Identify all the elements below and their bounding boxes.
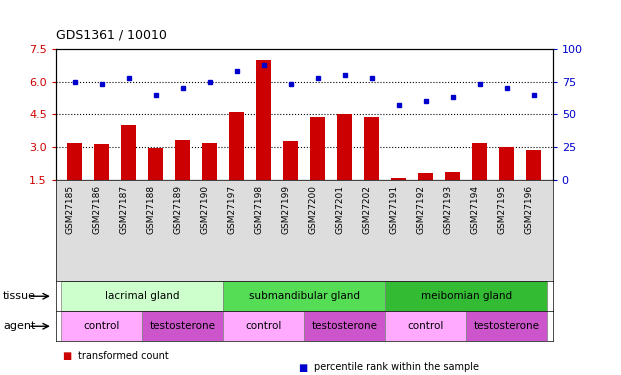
Text: control: control bbox=[407, 321, 444, 331]
Bar bbox=[445, 172, 460, 180]
Text: GSM27185: GSM27185 bbox=[66, 185, 75, 234]
Bar bbox=[94, 144, 109, 180]
Text: transformed count: transformed count bbox=[78, 351, 168, 361]
Text: GDS1361 / 10010: GDS1361 / 10010 bbox=[56, 28, 167, 41]
Bar bbox=[142, 311, 224, 341]
Bar bbox=[304, 311, 385, 341]
Text: GSM27201: GSM27201 bbox=[336, 185, 345, 234]
Bar bbox=[224, 281, 385, 311]
Bar bbox=[121, 125, 136, 180]
Bar bbox=[229, 112, 244, 180]
Text: submandibular gland: submandibular gland bbox=[249, 291, 360, 301]
Text: tissue: tissue bbox=[3, 291, 36, 301]
Bar bbox=[202, 143, 217, 180]
Text: GSM27190: GSM27190 bbox=[201, 185, 210, 234]
Text: percentile rank within the sample: percentile rank within the sample bbox=[314, 363, 479, 372]
Bar bbox=[527, 150, 542, 180]
Bar bbox=[175, 140, 190, 180]
Bar bbox=[61, 281, 224, 311]
Text: control: control bbox=[84, 321, 120, 331]
Text: testosterone: testosterone bbox=[312, 321, 378, 331]
Text: GSM27194: GSM27194 bbox=[471, 185, 480, 234]
Bar bbox=[499, 147, 514, 180]
Text: GSM27202: GSM27202 bbox=[363, 185, 372, 234]
Bar bbox=[473, 143, 487, 180]
Text: GSM27200: GSM27200 bbox=[309, 185, 318, 234]
Text: GSM27187: GSM27187 bbox=[120, 185, 129, 234]
Text: GSM27192: GSM27192 bbox=[417, 185, 426, 234]
Bar bbox=[283, 141, 298, 180]
Bar bbox=[67, 143, 82, 180]
Text: lacrimal gland: lacrimal gland bbox=[105, 291, 179, 301]
Bar bbox=[310, 117, 325, 180]
Text: GSM27198: GSM27198 bbox=[255, 185, 264, 234]
Bar bbox=[365, 117, 379, 180]
Text: agent: agent bbox=[3, 321, 35, 331]
Text: GSM27188: GSM27188 bbox=[147, 185, 156, 234]
Text: meibomian gland: meibomian gland bbox=[421, 291, 512, 301]
Text: ■: ■ bbox=[298, 363, 307, 372]
Bar bbox=[224, 311, 304, 341]
Bar bbox=[385, 281, 547, 311]
Text: testosterone: testosterone bbox=[474, 321, 540, 331]
Bar bbox=[419, 173, 433, 180]
Bar bbox=[337, 114, 352, 180]
Bar bbox=[61, 311, 142, 341]
Text: GSM27193: GSM27193 bbox=[444, 185, 453, 234]
Bar bbox=[148, 148, 163, 180]
Text: GSM27191: GSM27191 bbox=[390, 185, 399, 234]
Bar bbox=[391, 178, 406, 180]
Bar bbox=[385, 311, 466, 341]
Text: GSM27197: GSM27197 bbox=[228, 185, 237, 234]
Text: GSM27186: GSM27186 bbox=[93, 185, 102, 234]
Bar bbox=[256, 60, 271, 180]
Bar bbox=[466, 311, 547, 341]
Text: GSM27199: GSM27199 bbox=[282, 185, 291, 234]
Text: GSM27195: GSM27195 bbox=[498, 185, 507, 234]
Text: ■: ■ bbox=[62, 351, 71, 361]
Text: control: control bbox=[245, 321, 282, 331]
Text: GSM27189: GSM27189 bbox=[174, 185, 183, 234]
Text: GSM27196: GSM27196 bbox=[525, 185, 534, 234]
Text: testosterone: testosterone bbox=[150, 321, 215, 331]
